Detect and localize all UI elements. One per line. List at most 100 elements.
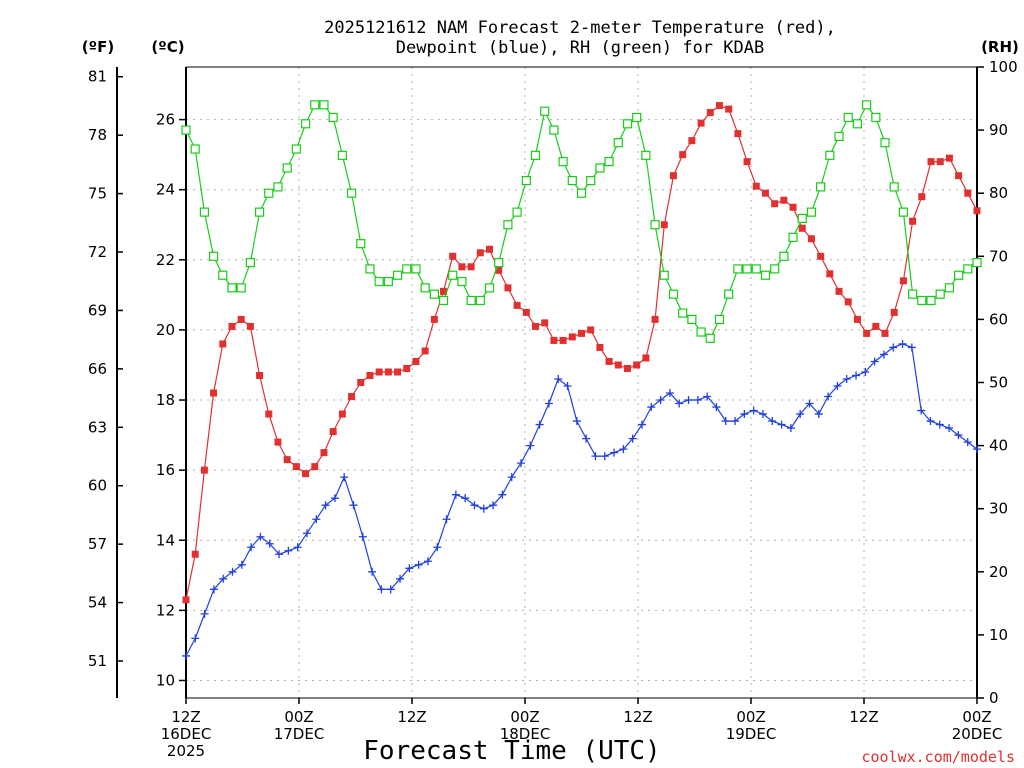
fahrenheit-tick-label: 66 <box>88 360 107 378</box>
dewpoint-point <box>563 382 572 391</box>
fahrenheit-unit-label: (ºF) <box>82 38 114 56</box>
rh-point <box>917 295 927 306</box>
rh-tick-label: 90 <box>989 121 1008 139</box>
temperature-point <box>458 263 466 271</box>
rh-point <box>448 270 458 280</box>
temperature-point <box>587 326 595 334</box>
rh-point <box>227 283 237 293</box>
rh-point <box>733 264 743 274</box>
temperature-point <box>918 193 926 201</box>
temperature-point <box>237 315 245 323</box>
dewpoint-point <box>544 399 553 408</box>
dewpoint-point <box>517 459 526 468</box>
rh-point <box>944 283 955 293</box>
rh-series <box>181 100 982 343</box>
x-tick-label: 16DEC <box>161 725 212 743</box>
rh-point <box>328 112 338 123</box>
temperature-point <box>357 379 365 386</box>
x-tick-label: 12Z <box>623 708 652 726</box>
x-tick-label: 2025 <box>167 742 205 760</box>
rh-tick-label: 0 <box>989 689 999 707</box>
x-tick-label: 00Z <box>284 708 313 726</box>
dewpoint-point <box>433 543 442 552</box>
rh-point <box>181 125 191 135</box>
temperature-point <box>752 182 760 190</box>
temperature-series <box>182 102 981 604</box>
x-tick-label: 17DEC <box>274 725 325 743</box>
temperature-point <box>421 347 429 355</box>
rh-point <box>540 106 550 116</box>
rh-point <box>622 119 633 129</box>
temperature-point <box>246 322 254 330</box>
celsius-tick-label: 14 <box>156 531 175 549</box>
dewpoint-point <box>451 490 460 499</box>
x-tick-label: 00Z <box>510 708 539 726</box>
celsius-tick-label: 20 <box>156 321 175 339</box>
x-tick-label: 12Z <box>397 708 426 726</box>
temperature-point <box>936 158 944 166</box>
x-tick-label: 20DEC <box>952 725 1003 743</box>
dewpoint-point <box>535 420 544 429</box>
temperature-point <box>642 354 650 362</box>
grid-lines <box>186 67 977 698</box>
temperature-point <box>559 336 567 344</box>
celsius-tick-label: 18 <box>156 391 175 409</box>
temperature-point <box>743 158 751 166</box>
rh-point <box>282 163 292 173</box>
rh-point <box>714 314 725 324</box>
rh-tick-label: 20 <box>989 563 1008 581</box>
dewpoint-point <box>247 543 256 552</box>
rh-point <box>218 270 228 280</box>
dewpoint-point <box>209 585 218 594</box>
dewpoint-point <box>600 452 609 461</box>
dewpoint-point <box>610 448 619 457</box>
rh-point <box>843 112 853 123</box>
temperature-point <box>568 333 576 341</box>
dewpoint-point <box>898 339 907 348</box>
rh-point <box>935 289 945 299</box>
temperature-point <box>964 189 972 197</box>
rh-point <box>254 207 265 217</box>
rh-point <box>411 264 421 274</box>
dewpoint-point <box>200 609 209 618</box>
rh-point <box>567 175 577 186</box>
temperature-point <box>274 438 282 446</box>
temperature-point <box>927 158 935 166</box>
rh-point <box>613 138 623 148</box>
dewpoint-point <box>582 434 591 443</box>
dewpoint-point <box>917 406 926 415</box>
rh-point <box>852 119 863 129</box>
chart-title-line2: Dewpoint (blue), RH (green) for KDAB <box>396 38 764 58</box>
rh-point <box>337 150 347 160</box>
dewpoint-point <box>973 445 981 454</box>
rh-tick-label: 40 <box>989 437 1008 455</box>
dewpoint-point <box>945 424 954 433</box>
rh-point <box>264 188 274 198</box>
credit-text: coolwx.com/models <box>861 748 1015 766</box>
dewpoint-point <box>414 560 423 569</box>
rh-point <box>779 251 789 261</box>
celsius-tick-label: 22 <box>156 251 175 269</box>
rh-point <box>576 188 587 198</box>
dewpoint-point <box>507 473 516 482</box>
rh-point <box>466 295 476 306</box>
dewpoint-point <box>228 567 237 576</box>
rh-point <box>558 157 568 167</box>
celsius-tick-label: 26 <box>156 111 175 129</box>
fahrenheit-tick-label: 60 <box>88 477 107 495</box>
temperature-point <box>872 322 880 330</box>
temperature-point <box>715 102 723 110</box>
temperature-point <box>329 428 337 436</box>
rh-point <box>641 150 651 160</box>
dewpoint-point <box>758 410 767 419</box>
rh-point <box>300 119 311 129</box>
dewpoint-point <box>777 420 786 429</box>
dewpoint-point <box>237 560 246 569</box>
rh-point <box>475 295 485 306</box>
temperature-point <box>596 343 604 351</box>
dewpoint-point <box>489 501 498 510</box>
temperature-point <box>532 322 540 330</box>
dewpoint-series <box>182 339 981 660</box>
dewpoint-point <box>396 574 405 583</box>
